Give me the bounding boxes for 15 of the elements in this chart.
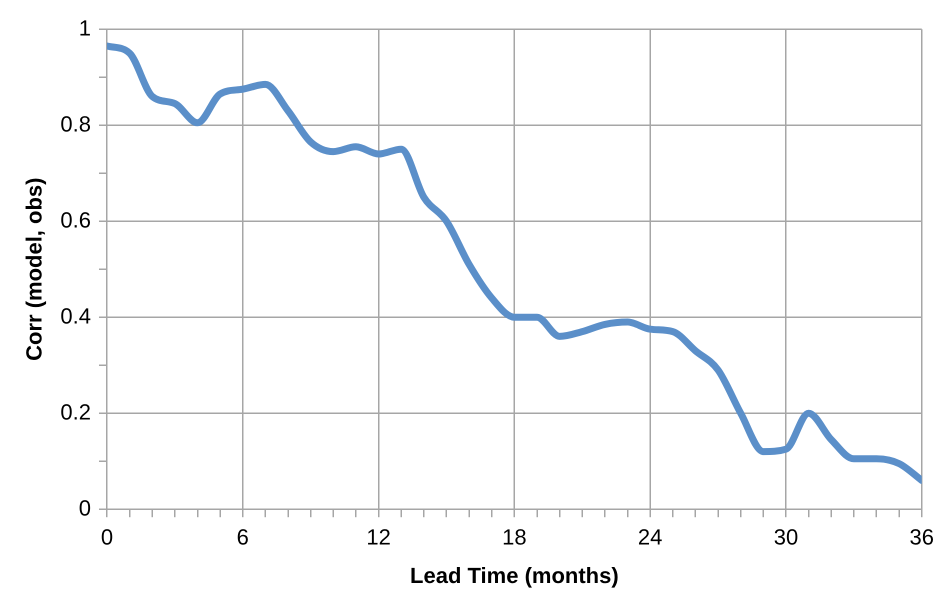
y-tick-label: 0 (78, 495, 91, 520)
x-tick-label: 36 (910, 524, 934, 550)
x-tick-label: 24 (638, 524, 662, 550)
x-tick-label: 12 (366, 524, 391, 550)
x-tick-label: 30 (774, 524, 798, 550)
y-tick-label: 0.4 (60, 303, 91, 328)
x-axis-title: Lead Time (months) (410, 562, 619, 588)
y-tick-label: 1 (78, 15, 91, 40)
y-tick-label: 0.8 (60, 111, 91, 136)
y-axis-title: Corr (model, obs) (21, 178, 46, 361)
x-tick-label: 0 (100, 524, 114, 550)
y-tick-label: 0.2 (60, 399, 91, 424)
y-tick-label: 0.6 (60, 207, 91, 232)
x-tick-label: 18 (502, 524, 527, 550)
x-tick-label: 6 (236, 524, 249, 550)
